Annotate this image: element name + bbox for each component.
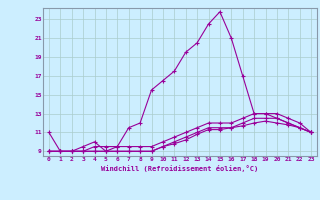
X-axis label: Windchill (Refroidissement éolien,°C): Windchill (Refroidissement éolien,°C) (101, 165, 259, 172)
